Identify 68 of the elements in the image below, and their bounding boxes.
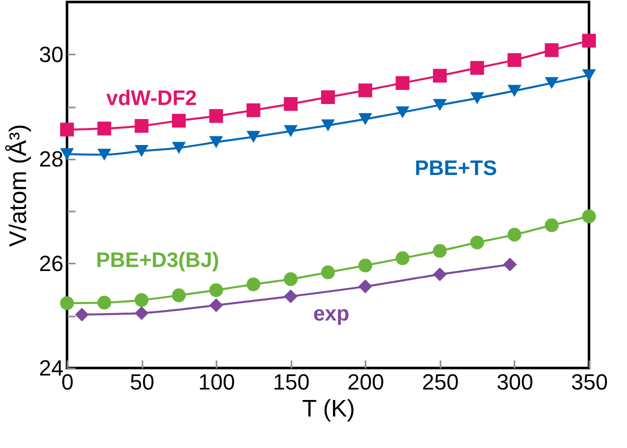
point [172, 114, 186, 128]
point [134, 293, 148, 307]
point [284, 272, 298, 286]
point [134, 119, 148, 133]
point [60, 296, 74, 310]
x-tick-label: 350 [571, 370, 608, 394]
point [321, 119, 335, 132]
point [284, 125, 298, 138]
point [544, 77, 559, 90]
point [358, 280, 372, 294]
point [358, 113, 372, 126]
point [97, 122, 112, 136]
point [582, 209, 596, 224]
point [97, 296, 112, 310]
point [396, 251, 410, 266]
point [60, 122, 74, 136]
point [508, 84, 522, 97]
point [503, 258, 517, 272]
y-axis-title: V/atom (Å³) [5, 124, 32, 247]
point [396, 106, 410, 118]
point [432, 99, 447, 111]
point [172, 288, 186, 302]
y-tick-label: 26 [39, 250, 64, 276]
point [134, 306, 148, 320]
point [134, 145, 148, 157]
point [246, 130, 260, 143]
x-tick-label: 200 [347, 370, 384, 394]
point [75, 308, 89, 322]
point [470, 92, 484, 104]
point [544, 43, 559, 57]
point [544, 218, 559, 232]
x-tick-label: 300 [496, 370, 534, 394]
point [470, 60, 484, 75]
point [582, 34, 596, 48]
point [432, 244, 447, 258]
x-axis-title: T (K) [302, 396, 355, 422]
point [209, 298, 224, 312]
point [582, 69, 596, 82]
x-tick-label: 250 [422, 370, 459, 394]
point [209, 136, 224, 148]
y-tick-label: 30 [39, 42, 64, 67]
point [284, 289, 298, 304]
point [246, 277, 260, 292]
point [246, 103, 260, 118]
series-label: vdW-DF2 [106, 86, 197, 110]
series-label: PBE+TS [414, 157, 497, 180]
y-tick-label: 28 [39, 146, 64, 172]
point [508, 228, 522, 242]
point [432, 268, 447, 282]
x-tick-label: 50 [130, 370, 154, 394]
point [358, 83, 372, 98]
point [172, 142, 186, 154]
point [508, 53, 522, 67]
y-tick-label: 24 [39, 356, 64, 380]
point [97, 148, 112, 161]
x-tick-label: 150 [272, 370, 310, 394]
point [358, 258, 372, 272]
point [321, 90, 335, 104]
x-tick-label: 100 [198, 370, 235, 394]
series-label: exp [313, 302, 350, 326]
series-label: PBE+D3(BJ) [96, 249, 220, 272]
point [432, 68, 447, 83]
point [209, 283, 224, 297]
point [284, 97, 298, 111]
point [209, 109, 224, 123]
point [396, 76, 410, 90]
point [470, 236, 484, 250]
point [321, 265, 335, 280]
